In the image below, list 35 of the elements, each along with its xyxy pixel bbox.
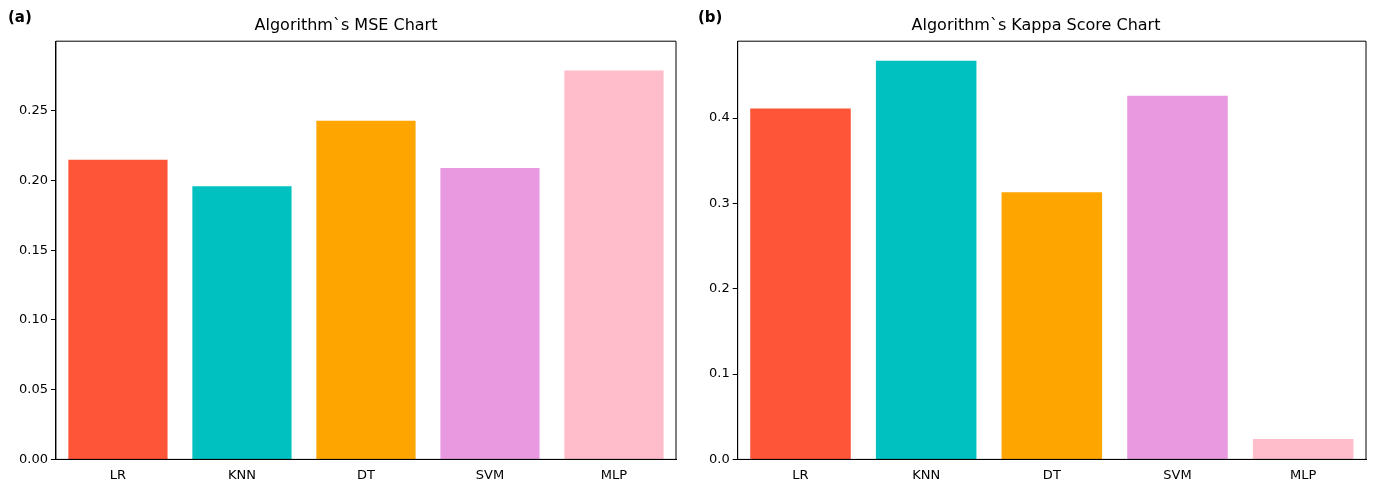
bar <box>1252 438 1354 459</box>
bar <box>1127 95 1228 459</box>
x-tick-label: LR <box>109 466 127 482</box>
bar <box>875 60 977 459</box>
bar <box>316 120 416 459</box>
y-tick-label: 0.2 <box>708 280 730 296</box>
text: (b) <box>698 8 723 26</box>
x-tick-label: SVM <box>475 466 505 482</box>
x-tick-label: DT <box>357 466 376 482</box>
x-tick-label: MLP <box>600 466 628 482</box>
y-tick-label: 0.3 <box>708 194 730 210</box>
bar <box>564 70 664 459</box>
bar <box>750 108 851 459</box>
chart-title: Algorithm`s MSE Chart <box>254 14 438 34</box>
x-tick-label: SVM <box>1163 466 1192 482</box>
x-tick-label: KNN <box>912 466 941 482</box>
bar <box>192 186 292 459</box>
bar <box>440 168 540 459</box>
x-tick-label: KNN <box>227 466 256 482</box>
x-tick-label: LR <box>792 466 809 482</box>
text: (a) <box>8 8 32 26</box>
x-tick-label: MLP <box>1290 466 1317 482</box>
y-tick-label: 0.25 <box>18 102 48 118</box>
y-tick-label: 0.4 <box>708 109 730 125</box>
y-tick-label: 0.0 <box>708 450 730 466</box>
y-tick-label: 0.05 <box>18 381 48 397</box>
y-tick-label: 0.20 <box>18 171 48 187</box>
y-tick-label: 0.10 <box>18 311 48 327</box>
bar <box>68 159 168 459</box>
y-tick-label: 0.15 <box>18 241 48 257</box>
x-tick-label: DT <box>1042 466 1061 482</box>
chart-title: Algorithm`s Kappa Score Chart <box>911 14 1161 34</box>
y-tick-label: 0.00 <box>18 450 48 466</box>
y-tick-label: 0.1 <box>708 365 730 381</box>
bar <box>1001 192 1103 459</box>
